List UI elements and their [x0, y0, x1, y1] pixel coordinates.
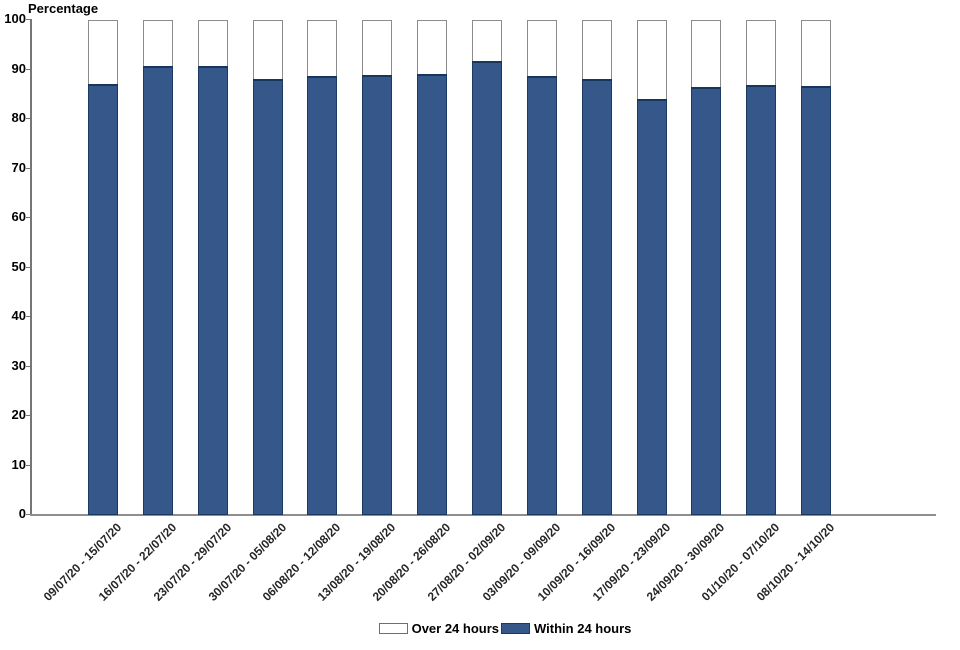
y-axis-tick	[26, 465, 30, 466]
legend: Over 24 hours Within 24 hours	[50, 617, 960, 639]
bar-segment-over-24-hours	[527, 20, 557, 515]
legend-label: Over 24 hours	[411, 620, 500, 636]
x-axis	[30, 514, 936, 516]
y-axis-tick	[26, 168, 30, 169]
bar-segment-within-24-hours	[472, 61, 502, 515]
bar-segment-within-24-hours	[637, 99, 667, 515]
legend-swatch-within-24-hours	[501, 622, 531, 634]
bar-segment-over-24-hours	[198, 20, 228, 515]
bar-segment-over-24-hours	[801, 20, 831, 515]
legend-swatch-over-24-hours	[378, 622, 408, 634]
bar-segment-over-24-hours	[582, 20, 612, 515]
y-axis-tick	[26, 19, 30, 20]
y-axis-tick	[26, 69, 30, 70]
y-axis	[30, 19, 32, 515]
bar-segment-over-24-hours	[307, 20, 337, 515]
y-tick-label: 70	[11, 160, 26, 175]
y-tick-label: 0	[18, 506, 26, 521]
bar-segment-within-24-hours	[253, 79, 283, 515]
legend-item-over-24-hours: Over 24 hours	[378, 620, 500, 636]
y-tick-label: 30	[11, 358, 26, 373]
bar-segment-within-24-hours	[143, 66, 173, 515]
y-axis-tick	[26, 217, 30, 218]
y-tick-label: 90	[11, 61, 26, 76]
bar-segment-within-24-hours	[198, 66, 228, 515]
y-tick-label: 50	[11, 259, 26, 274]
bar-segment-within-24-hours	[746, 85, 776, 515]
y-axis-tick	[26, 316, 30, 317]
bar-segment-within-24-hours	[582, 79, 612, 515]
y-axis-tick	[26, 267, 30, 268]
bar-segment-over-24-hours	[472, 20, 502, 515]
bar-segment-within-24-hours	[801, 86, 831, 515]
y-tick-label: 10	[11, 457, 26, 472]
y-axis-tick	[26, 366, 30, 367]
y-axis-tick	[26, 514, 30, 515]
bar-segment-over-24-hours	[88, 20, 118, 515]
bar-segment-over-24-hours	[362, 20, 392, 515]
legend-item-within-24-hours: Within 24 hours	[501, 621, 631, 636]
bar-segment-within-24-hours	[691, 87, 721, 515]
bar-segment-within-24-hours	[88, 84, 118, 515]
bar-segment-within-24-hours	[362, 75, 392, 515]
bar-segment-within-24-hours	[417, 74, 447, 515]
y-axis-tick	[26, 118, 30, 119]
bar-segment-within-24-hours	[527, 76, 557, 515]
legend-label: Within 24 hours	[534, 620, 632, 636]
y-tick-label: 100	[4, 11, 26, 26]
bar-segment-over-24-hours	[417, 20, 447, 515]
y-tick-label: 40	[11, 308, 26, 323]
bar-segment-over-24-hours	[746, 20, 776, 515]
bar-segment-over-24-hours	[253, 20, 283, 515]
bar-segment-over-24-hours	[637, 20, 667, 515]
y-tick-label: 60	[11, 209, 26, 224]
bar-segment-over-24-hours	[691, 20, 721, 515]
y-tick-label: 80	[11, 110, 26, 125]
bar-segment-over-24-hours	[143, 20, 173, 515]
bar-segment-within-24-hours	[307, 76, 337, 515]
y-tick-label: 20	[11, 407, 26, 422]
y-axis-tick	[26, 415, 30, 416]
y-axis-title: Percentage	[28, 1, 99, 16]
